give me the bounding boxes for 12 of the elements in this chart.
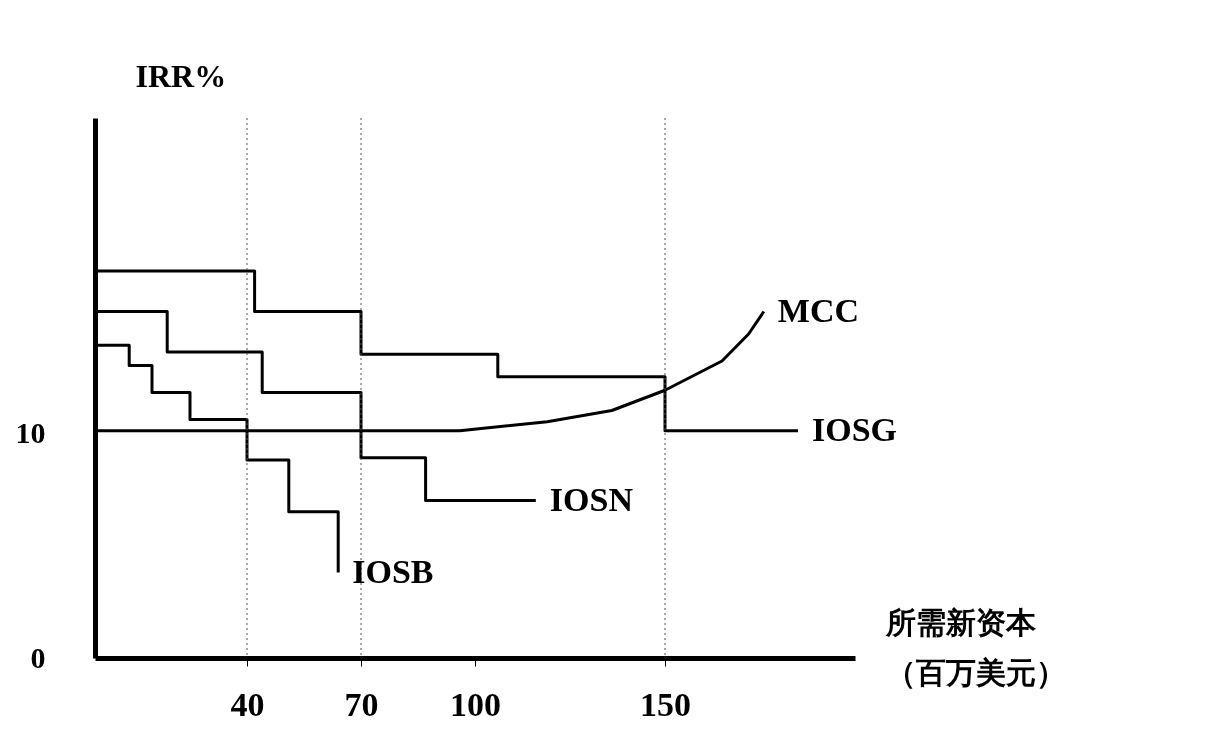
series-label: IOSB — [352, 552, 434, 590]
y-tick-label: 10 — [15, 415, 46, 449]
x-tick-label: 150 — [640, 685, 691, 723]
y-tick-label: 0 — [30, 640, 46, 674]
y-axis-title: IRR% — [135, 57, 227, 94]
x-axis-title: 所需新资本（百万美元） — [884, 604, 1066, 690]
series-label: IOSG — [812, 410, 898, 448]
series-label: IOSN — [549, 480, 634, 518]
x-tick-label: 70 — [344, 685, 379, 723]
x-tick-label: 100 — [450, 685, 501, 723]
series-label: MCC — [777, 291, 859, 329]
x-tick-label: 40 — [230, 685, 265, 723]
